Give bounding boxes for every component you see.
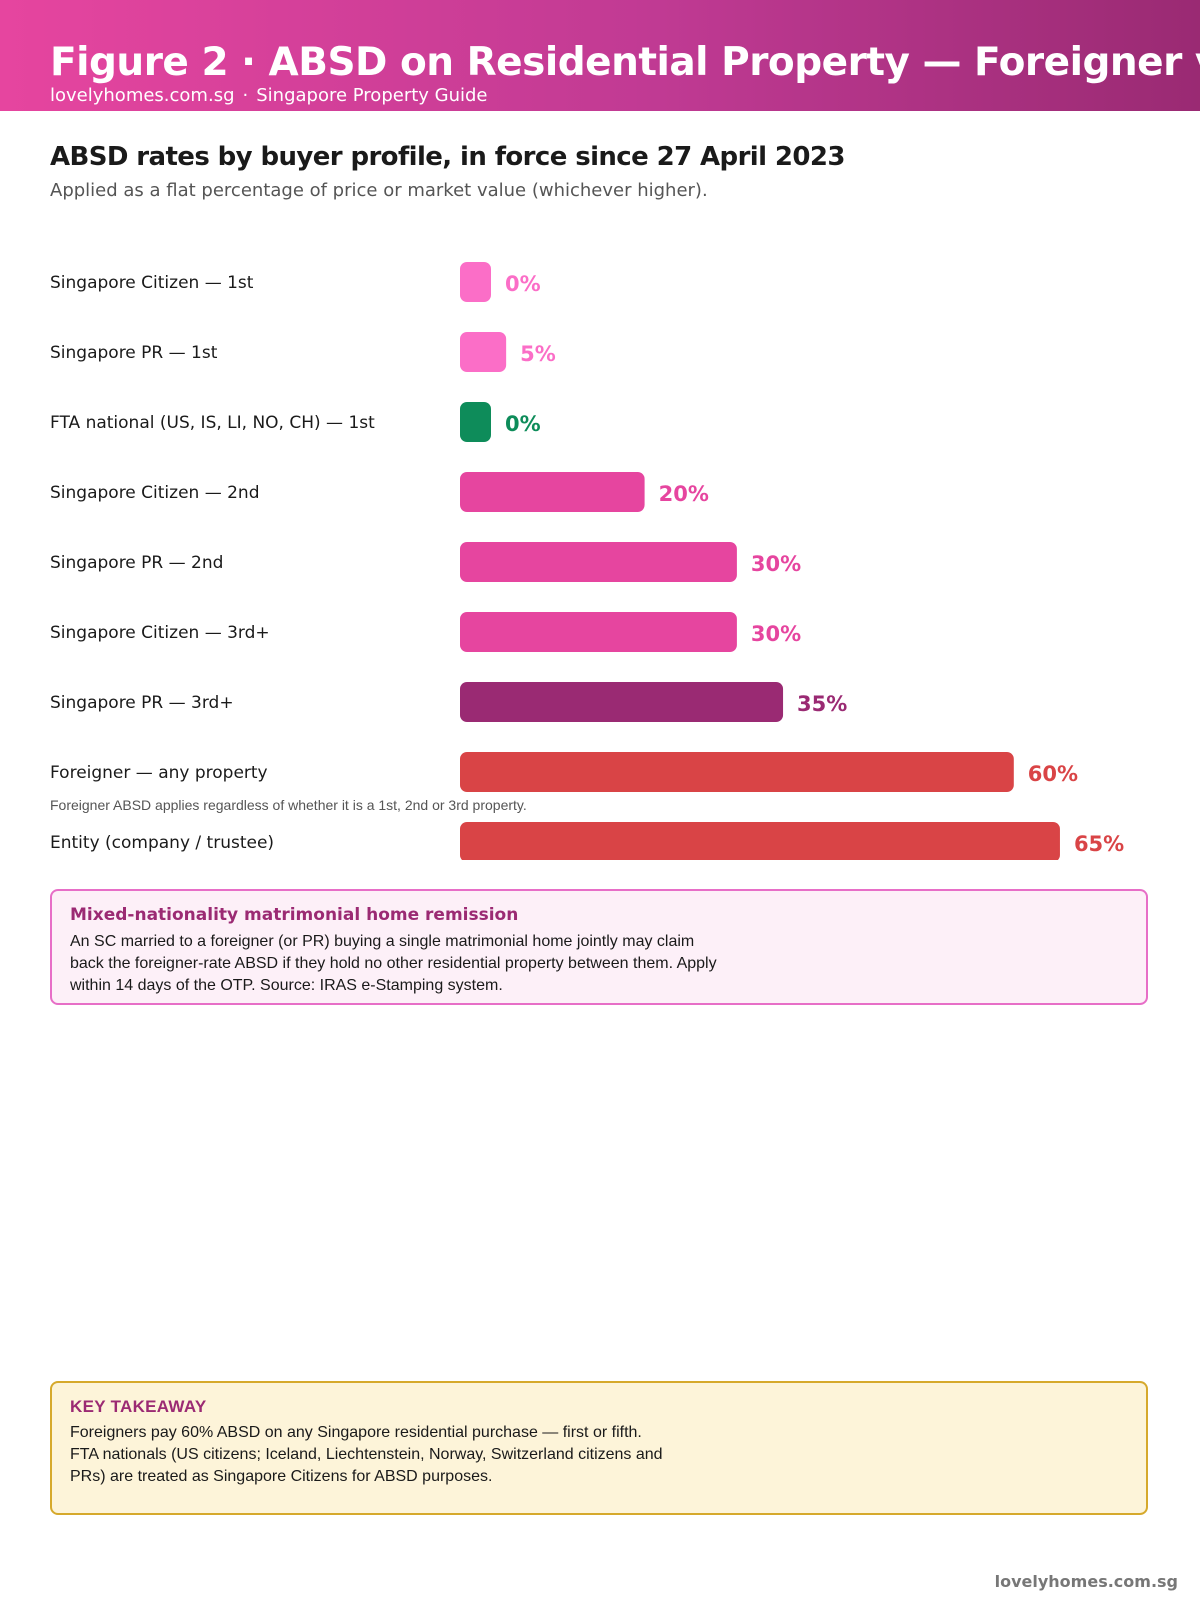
- category-label: Singapore PR — 2nd: [50, 553, 223, 573]
- value-label: 60%: [1028, 762, 1078, 786]
- bar: [460, 752, 1014, 792]
- value-label: 20%: [659, 482, 709, 506]
- value-label: 35%: [797, 692, 847, 716]
- chart-subtitle: Applied as a flat percentage of price or…: [50, 180, 708, 201]
- bar: [460, 612, 737, 652]
- chart-title: ABSD rates by buyer profile, in force si…: [50, 142, 845, 172]
- section-name: Singapore Property Guide: [256, 85, 488, 106]
- foreigner-note: Foreigner ABSD applies regardless of whe…: [50, 797, 527, 813]
- key-takeaway-box: KEY TAKEAWAY Foreigners pay 60% ABSD on …: [50, 1381, 1148, 1515]
- value-label: 30%: [751, 622, 801, 646]
- remission-callout: Mixed-nationality matrimonial home remis…: [50, 889, 1148, 1005]
- bar: [460, 472, 645, 512]
- value-label: 0%: [505, 412, 541, 436]
- value-label: 30%: [751, 552, 801, 576]
- value-label: 5%: [520, 342, 556, 366]
- category-label: Singapore PR — 3rd+: [50, 693, 234, 713]
- bar: [460, 262, 491, 302]
- value-label: 0%: [505, 272, 541, 296]
- site-name: lovelyhomes.com.sg: [50, 85, 235, 106]
- header-separator: ·: [242, 85, 249, 106]
- category-label: FTA national (US, IS, LI, NO, CH) — 1st: [50, 413, 375, 433]
- value-label: 65%: [1074, 832, 1124, 856]
- category-label: Singapore Citizen — 2nd: [50, 483, 260, 503]
- header-subtitle: lovelyhomes.com.sg · Singapore Property Gu…: [50, 85, 488, 106]
- category-label: Singapore Citizen — 3rd+: [50, 623, 270, 643]
- bar: [460, 332, 507, 372]
- bar: [460, 542, 737, 582]
- bar: [460, 402, 491, 442]
- category-label: Entity (company / trustee): [50, 833, 274, 853]
- takeaway-title: KEY TAKEAWAY: [70, 1397, 207, 1416]
- absd-bar-chart: Singapore Citizen — 1st 0% Singapore PR — …: [50, 262, 1124, 860]
- bar: [460, 682, 784, 722]
- bar: [460, 822, 1060, 860]
- figure-title: Figure 2 · ABSD on Residential Property …: [50, 40, 1200, 85]
- callout-body: An SC married to a foreigner (or PR) buy…: [70, 933, 717, 994]
- callout-title: Mixed-nationality matrimonial home remis…: [70, 905, 519, 925]
- category-label: Foreigner — any property: [50, 763, 268, 783]
- category-label: Singapore PR — 1st: [50, 343, 218, 363]
- header-banner: Figure 2 · ABSD on Residential Property …: [0, 0, 1200, 111]
- footer-site: lovelyhomes.com.sg: [994, 1572, 1178, 1591]
- category-label: Singapore Citizen — 1st: [50, 273, 254, 293]
- takeaway-body: Foreigners pay 60% ABSD on any Singapore…: [70, 1424, 663, 1485]
